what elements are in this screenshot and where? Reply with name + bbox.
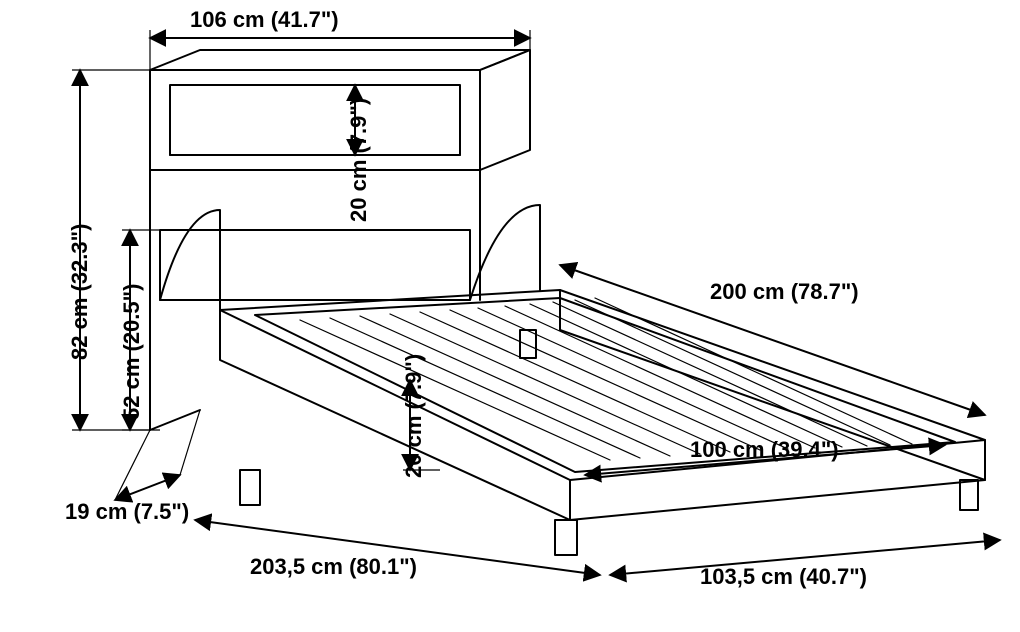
- dimension-lines: [72, 30, 1000, 575]
- diagram-svg: [0, 0, 1020, 632]
- dim-mattress-height: 52 cm (20.5"): [120, 284, 144, 420]
- bed-drawing: [150, 50, 985, 555]
- dim-shelf-gap: 20 cm (7.9"): [347, 98, 371, 222]
- dim-floor-gap: 20 cm (7.9"): [402, 354, 426, 478]
- dim-length-inner: 200 cm (78.7"): [710, 280, 859, 304]
- dim-width-outer: 103,5 cm (40.7"): [700, 565, 867, 589]
- diagram-stage: 106 cm (41.7") 82 cm (32.3") 52 cm (20.5…: [0, 0, 1020, 632]
- dim-mattress-width: 100 cm (39.4"): [690, 438, 839, 462]
- dim-width-top: 106 cm (41.7"): [190, 8, 339, 32]
- dim-length-outer: 203,5 cm (80.1"): [250, 555, 417, 579]
- dim-depth-head: 19 cm (7.5"): [65, 500, 189, 524]
- dim-height-total: 82 cm (32.3"): [68, 224, 92, 360]
